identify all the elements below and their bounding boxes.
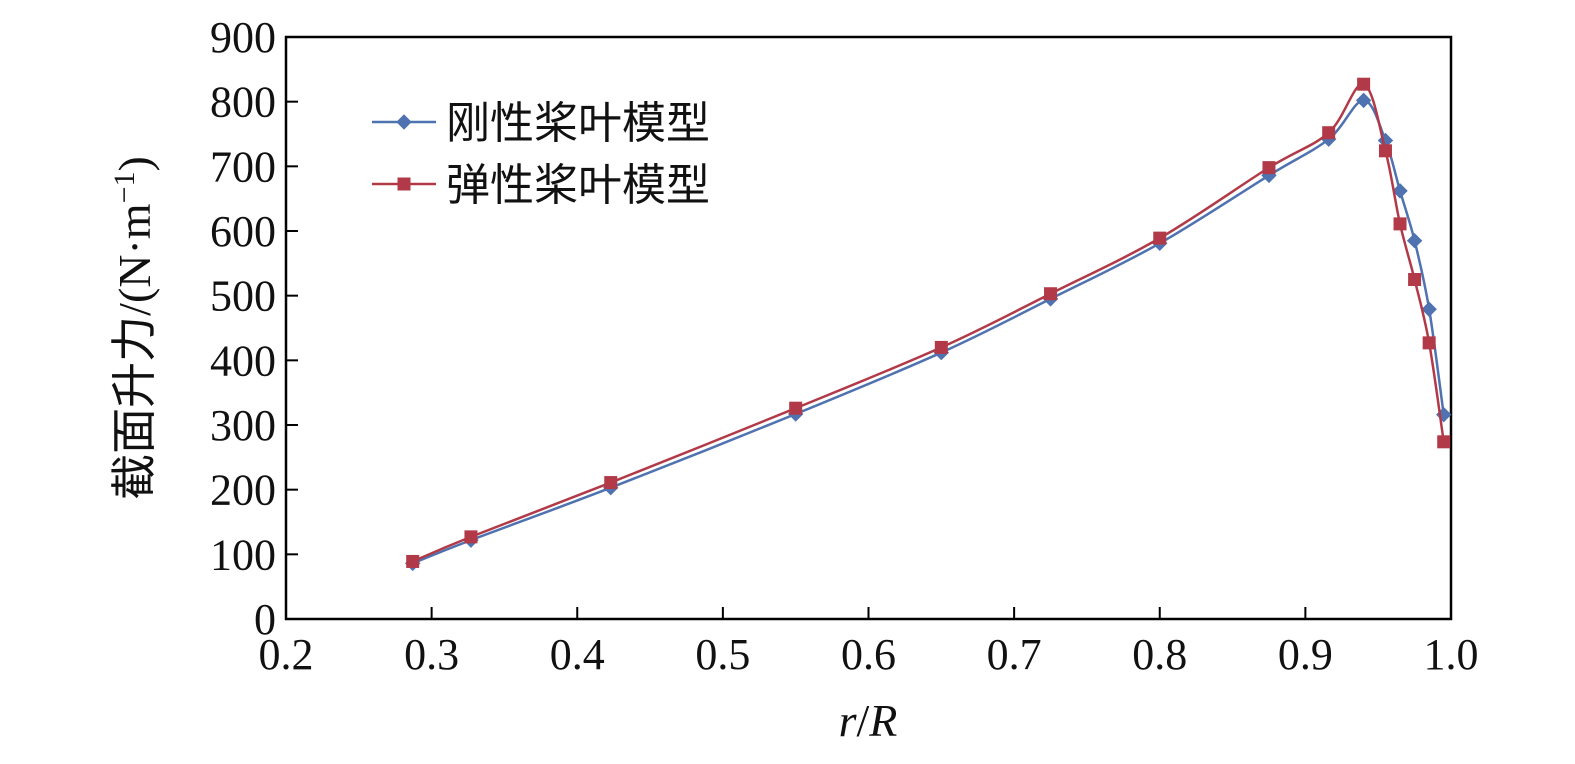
- y-tick-label: 500: [210, 272, 276, 321]
- data-point: [1153, 231, 1167, 245]
- data-point: [934, 340, 948, 354]
- data-point: [1044, 287, 1058, 301]
- data-point: [1406, 232, 1423, 249]
- series-layer: [404, 77, 1452, 572]
- x-tick-label: 0.2: [259, 630, 314, 679]
- series-2: [406, 77, 1451, 568]
- y-tick-label: 200: [210, 466, 276, 515]
- data-point: [1357, 77, 1371, 91]
- x-tick-label: 0.7: [987, 630, 1042, 679]
- data-point: [1421, 301, 1437, 317]
- legend-marker: [397, 177, 411, 191]
- x-tick-label: 0.6: [841, 630, 896, 679]
- y-tick-label: 400: [210, 336, 276, 385]
- series-line: [412, 99, 1445, 565]
- y-tick-label: 0: [254, 595, 276, 644]
- legend-item: 刚性桨叶模型: [372, 98, 710, 149]
- y-tick-label: 100: [210, 530, 276, 579]
- data-point: [1393, 217, 1407, 231]
- legend-label: 弹性桨叶模型: [446, 160, 710, 211]
- y-tick-label: 600: [210, 207, 276, 256]
- x-tick-label: 0.4: [550, 630, 605, 679]
- y-axis-title: 截面升力/(N·m−1): [108, 156, 160, 500]
- y-tick-label: 300: [210, 401, 276, 450]
- data-point: [1422, 336, 1436, 350]
- plot-area: [284, 35, 1453, 621]
- data-point: [1262, 161, 1276, 175]
- x-tick-label: 1.0: [1424, 630, 1479, 679]
- x-tick-label: 0.9: [1278, 630, 1333, 679]
- y-tick-label: 900: [210, 13, 276, 62]
- data-point: [406, 554, 420, 568]
- data-point: [1408, 273, 1422, 286]
- y-tick-label: 700: [210, 142, 276, 191]
- x-tick-label: 0.5: [695, 630, 750, 679]
- data-point: [1355, 92, 1372, 109]
- legend-marker: [396, 114, 412, 130]
- data-point: [604, 476, 618, 490]
- data-point: [789, 401, 803, 415]
- x-tick-label: 0.8: [1132, 630, 1187, 679]
- legend-label: 刚性桨叶模型: [446, 98, 710, 149]
- x-tick-label: 0.3: [404, 630, 459, 679]
- data-point: [1437, 435, 1451, 449]
- legend-item: 弹性桨叶模型: [372, 160, 710, 211]
- data-point: [464, 530, 478, 544]
- data-point: [1322, 126, 1336, 140]
- x-axis-ticks: 0.2 0.3 0.4 0.5 0.6 0.7 0.8 0.9 1.0: [259, 607, 1479, 679]
- series-line: [412, 82, 1445, 563]
- data-point: [1392, 183, 1408, 199]
- data-point: [1378, 144, 1392, 158]
- x-axis-title: r/R: [839, 695, 898, 746]
- y-axis-ticks: 0 100 200 300 400 500 600 700 800 900: [210, 13, 298, 644]
- y-tick-label: 800: [210, 78, 276, 127]
